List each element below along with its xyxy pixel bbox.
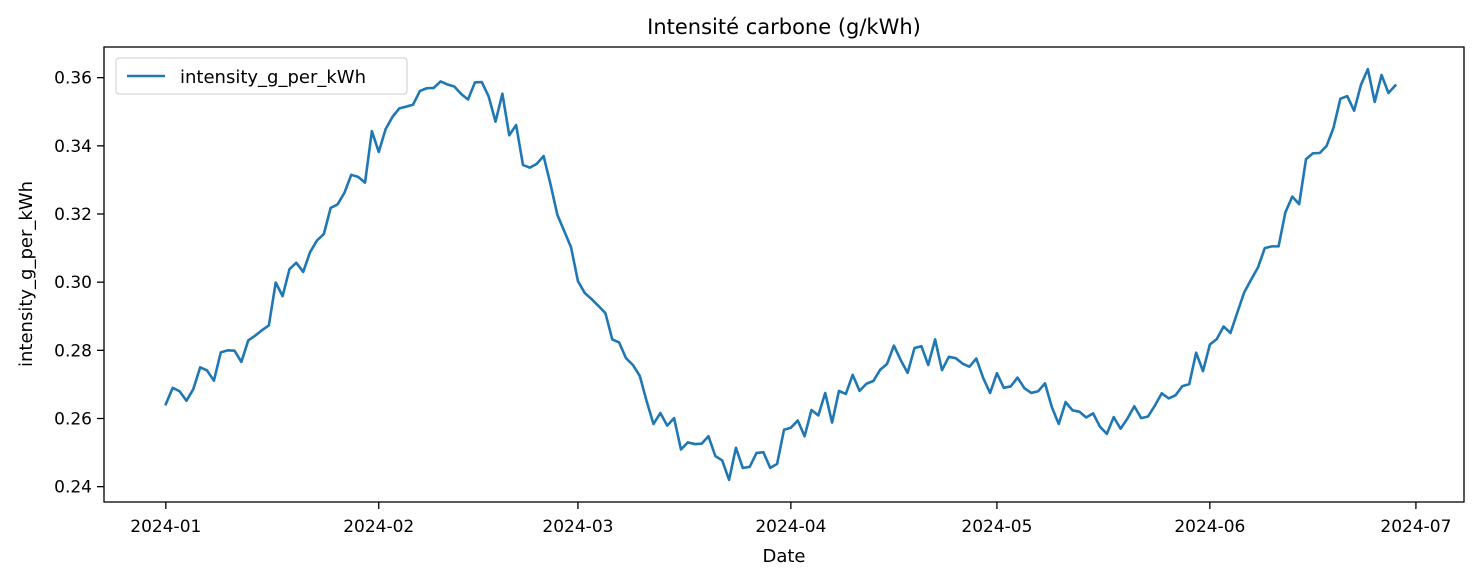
y-tick-label: 0.36 [54,69,92,89]
x-axis-ticks: 2024-01 2024-02 2024-03 2024-04 2024-05 2024-… [130,502,1451,537]
y-tick-label: 0.34 [54,137,92,157]
y-axis-ticks: 0.24 0.26 0.28 0.30 0.32 0.34 0.36 [54,69,104,498]
y-tick-label: 0.28 [54,341,92,361]
legend: intensity_g_per_kWh [115,57,408,95]
legend-box [115,57,408,95]
x-tick-label: 2024-03 [542,517,613,537]
x-tick-label: 2024-07 [1380,517,1451,537]
legend-label: intensity_g_per_kWh [180,67,366,88]
y-tick-label: 0.26 [54,409,92,429]
x-tick-label: 2024-05 [961,517,1032,537]
chart-title: Intensité carbone (g/kWh) [647,15,921,39]
x-tick-label: 2024-06 [1174,517,1245,537]
x-tick-label: 2024-02 [343,517,414,537]
y-tick-label: 0.30 [54,273,92,293]
y-axis-label: intensity_g_per_kWh [16,181,37,367]
series-line-0 [164,67,1398,482]
plot-area [103,46,1465,503]
y-tick-label: 0.32 [54,205,92,225]
series-layer [164,67,1398,482]
x-tick-label: 2024-01 [130,517,201,537]
axes-background [104,47,1464,502]
x-tick-label: 2024-04 [755,517,826,537]
axes-frame [103,46,1465,503]
y-tick-label: 0.24 [54,478,92,498]
x-axis-label: Date [762,546,805,567]
